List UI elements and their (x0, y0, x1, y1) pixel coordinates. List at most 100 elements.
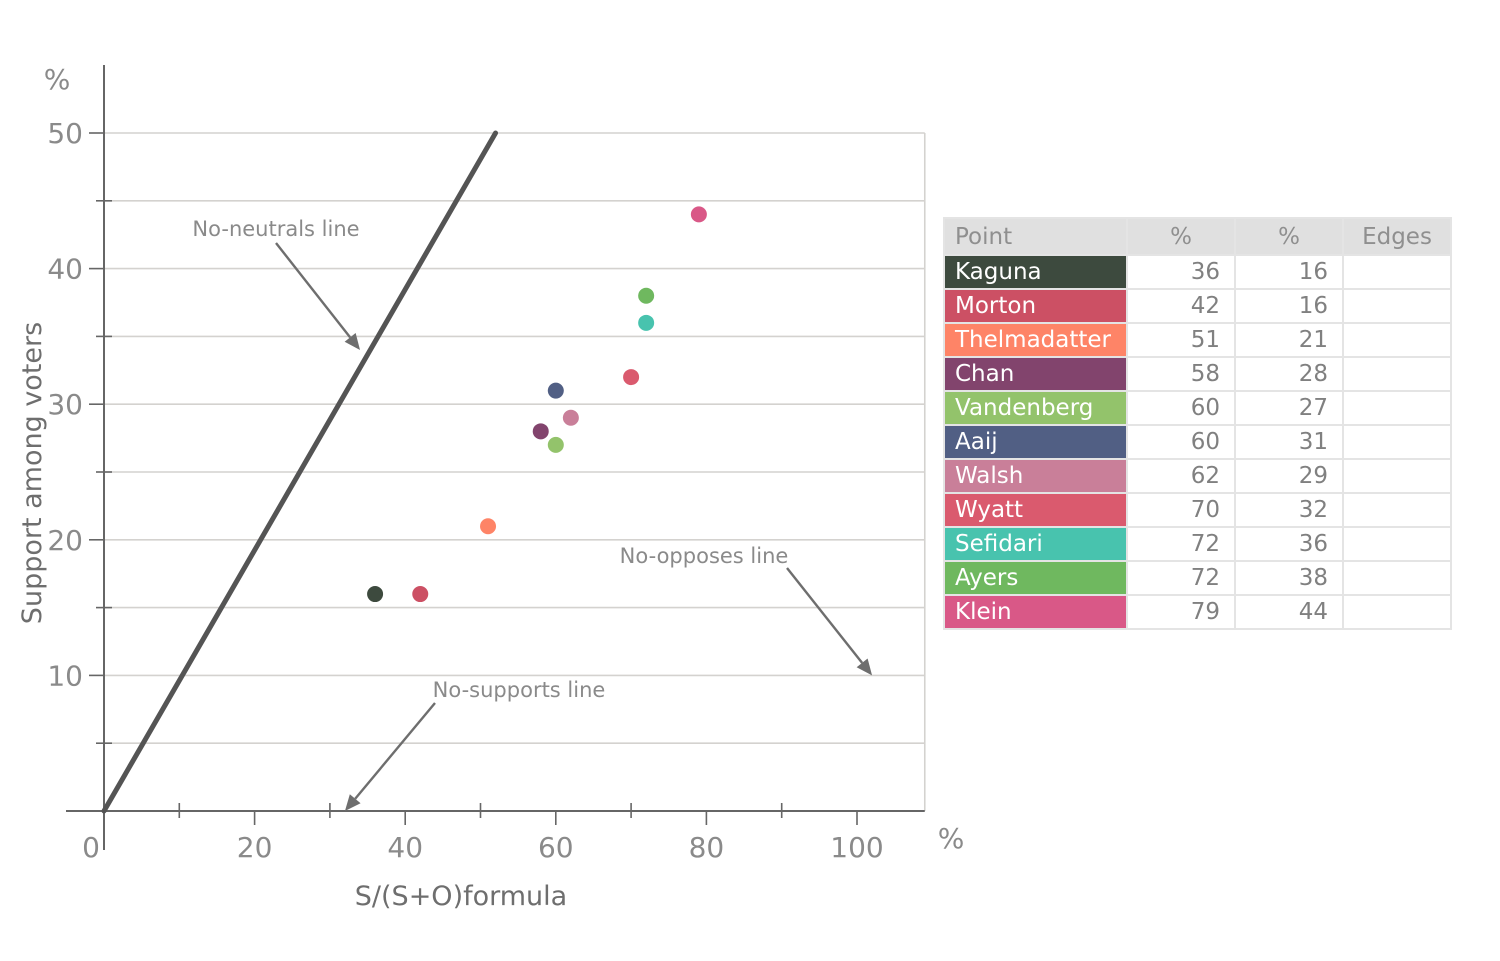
y-value-cell: 27 (1234, 390, 1344, 426)
tick-labels: 0 20 40 60 80 100 10 20 30 40 50 (47, 117, 883, 864)
axes (66, 65, 925, 850)
no-neutrals-line (101, 130, 499, 814)
x-value-cell: 79 (1126, 594, 1236, 630)
table-row: Ayers 72 38 (943, 560, 1452, 596)
table-header-row: Point % % Edges (943, 217, 1452, 256)
y-value-cell: 21 (1234, 322, 1344, 358)
y-value-cell: 29 (1234, 458, 1344, 494)
edges-cell (1342, 594, 1452, 630)
point-sefidari (638, 314, 655, 331)
x-tick-label: 80 (689, 831, 725, 864)
header-edges: Edges (1342, 217, 1452, 256)
point-klein (690, 206, 707, 223)
table-row: Wyatt 70 32 (943, 492, 1452, 528)
x-value-cell: 42 (1126, 288, 1236, 324)
table-row: Aaij 60 31 (943, 424, 1452, 460)
x-value-cell: 36 (1126, 254, 1236, 290)
x-value-cell: 62 (1126, 458, 1236, 494)
point-name-cell: Aaij (943, 424, 1128, 460)
point-morton (412, 586, 429, 603)
edges-cell (1342, 254, 1452, 290)
x-tick-label: 60 (538, 831, 574, 864)
point-name-cell: Ayers (943, 560, 1128, 596)
no-opposes-annotation-label: No-opposes line (620, 544, 789, 568)
edges-cell (1342, 424, 1452, 460)
arrow-head (344, 333, 361, 350)
annotations: No-neutrals line No-opposes line No-suppor… (192, 217, 873, 811)
arrow-head (344, 794, 361, 811)
y-value-cell: 38 (1234, 560, 1344, 596)
header-point: Point (943, 217, 1128, 256)
x-tick-label: 40 (387, 831, 423, 864)
y-value-cell: 32 (1234, 492, 1344, 528)
y-value-cell: 36 (1234, 526, 1344, 562)
y-value-cell: 31 (1234, 424, 1344, 460)
x-tick-label: 20 (237, 831, 273, 864)
data-points (367, 206, 707, 603)
edges-cell (1342, 492, 1452, 528)
edges-cell (1342, 356, 1452, 392)
x-axis-title: S/(S+O)formula (355, 881, 567, 912)
edges-cell (1342, 526, 1452, 562)
y-tick-label: 10 (47, 659, 83, 692)
y-tick-label: 30 (47, 388, 83, 421)
x-value-cell: 72 (1126, 526, 1236, 562)
edges-cell (1342, 458, 1452, 494)
y-tick-label: 20 (47, 524, 83, 557)
point-name-cell: Klein (943, 594, 1128, 630)
y-axis-title: Support among voters (17, 322, 48, 624)
point-name-cell: Vandenberg (943, 390, 1128, 426)
point-aaij (547, 382, 564, 399)
x-value-cell: 58 (1126, 356, 1236, 392)
x-value-cell: 51 (1126, 322, 1236, 358)
table-row: Thelmadatter 51 21 (943, 322, 1452, 358)
y-value-cell: 16 (1234, 288, 1344, 324)
point-name-cell: Walsh (943, 458, 1128, 494)
point-walsh (562, 409, 579, 426)
table-row: Sefidari 72 36 (943, 526, 1452, 562)
y-value-cell: 16 (1234, 254, 1344, 290)
point-vandenberg (547, 436, 564, 453)
x-value-cell: 70 (1126, 492, 1236, 528)
x-value-cell: 60 (1126, 390, 1236, 426)
data-table: Point % % Edges Kaguna 36 16 Morton 42 16 Thel… (943, 217, 1452, 630)
point-chan (532, 423, 549, 440)
point-ayers (638, 287, 655, 304)
header-x-percent: % (1126, 217, 1236, 256)
reference-lines (101, 130, 499, 814)
point-name-cell: Wyatt (943, 492, 1128, 528)
point-kaguna (367, 586, 384, 603)
edges-cell (1342, 288, 1452, 324)
edges-cell (1342, 390, 1452, 426)
y-value-cell: 28 (1234, 356, 1344, 392)
x-tick-label: 100 (830, 831, 883, 864)
point-wyatt (623, 369, 640, 386)
point-name-cell: Chan (943, 356, 1128, 392)
edges-cell (1342, 322, 1452, 358)
x-value-cell: 72 (1126, 560, 1236, 596)
point-name-cell: Thelmadatter (943, 322, 1128, 358)
gridlines (104, 132, 926, 811)
point-name-cell: Morton (943, 288, 1128, 324)
table-row: Klein 79 44 (943, 594, 1452, 630)
x-tick-label: 0 (82, 831, 100, 864)
arrow-line (354, 702, 436, 800)
y-unit-label: % (44, 63, 71, 96)
x-value-cell: 60 (1126, 424, 1236, 460)
table-row: Vandenberg 60 27 (943, 390, 1452, 426)
y-value-cell: 44 (1234, 594, 1344, 630)
x-unit-label: % (938, 822, 965, 855)
table-row: Morton 42 16 (943, 288, 1452, 324)
table-row: Chan 58 28 (943, 356, 1452, 392)
no-supports-annotation-label: No-supports line (433, 678, 606, 702)
table-row: Kaguna 36 16 (943, 254, 1452, 290)
point-name-cell: Kaguna (943, 254, 1128, 290)
y-tick-label: 40 (47, 253, 83, 286)
y-tick-label: 50 (47, 117, 83, 150)
arrow-line (786, 567, 864, 664)
edges-cell (1342, 560, 1452, 596)
no-neutrals-annotation-label: No-neutrals line (192, 217, 359, 241)
arrow-line (275, 242, 352, 339)
arrow-head (856, 658, 873, 676)
